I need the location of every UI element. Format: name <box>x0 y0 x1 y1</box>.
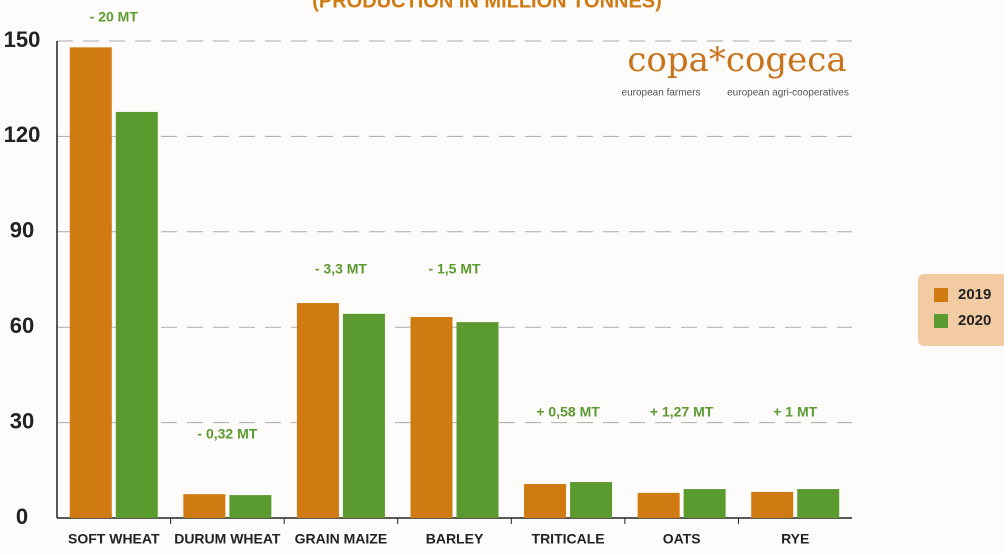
logo-subtitle: european farmers <box>622 88 701 99</box>
annotation: + 1,27 MT <box>650 404 714 420</box>
bar <box>684 489 726 518</box>
bar <box>70 47 112 518</box>
bar <box>343 314 385 518</box>
legend-label: 2019 <box>958 286 991 303</box>
y-tick-label: 120 <box>4 122 41 147</box>
annotation: + 0,58 MT <box>536 404 600 420</box>
bar <box>751 492 793 518</box>
bar <box>570 482 612 518</box>
legend-swatch <box>934 288 948 302</box>
x-tick-label: BARLEY <box>426 531 484 547</box>
bar <box>183 494 225 518</box>
bar <box>797 489 839 518</box>
annotation: - 20 MT <box>90 9 139 25</box>
x-tick-label: RYE <box>781 531 809 547</box>
chart-title: (PRODUCTION IN MILLION TONNES) <box>312 0 662 12</box>
bar <box>457 322 499 518</box>
annotation: - 1,5 MT <box>428 261 481 277</box>
x-tick-label: TRITICALE <box>532 531 605 547</box>
legend-swatch <box>934 314 948 328</box>
annotation: + 1 MT <box>773 404 817 420</box>
bar <box>638 493 680 518</box>
legend-label: 2020 <box>958 312 991 329</box>
annotation: - 3,3 MT <box>315 261 368 277</box>
bar <box>229 495 271 518</box>
bar <box>116 112 158 518</box>
x-tick-label: DURUM WHEAT <box>174 531 281 547</box>
bar <box>524 484 566 518</box>
logo: copa*cogeca <box>627 40 846 80</box>
y-tick-label: 90 <box>10 218 34 243</box>
annotation: - 0,32 MT <box>197 426 257 442</box>
y-tick-label: 150 <box>4 27 41 52</box>
y-tick-label: 30 <box>10 408 34 433</box>
bar <box>297 303 339 518</box>
chart: (PRODUCTION IN MILLION TONNES) copa*coge… <box>0 0 1004 554</box>
x-tick-label: SOFT WHEAT <box>68 531 160 547</box>
logo-subtitle: european agri-cooperatives <box>727 88 849 99</box>
x-tick-label: OATS <box>663 531 701 547</box>
y-tick-label: 60 <box>10 313 34 338</box>
y-tick-label: 0 <box>16 504 28 529</box>
x-tick-label: GRAIN MAIZE <box>295 531 388 547</box>
legend-box <box>918 274 1004 346</box>
bar <box>411 317 453 518</box>
